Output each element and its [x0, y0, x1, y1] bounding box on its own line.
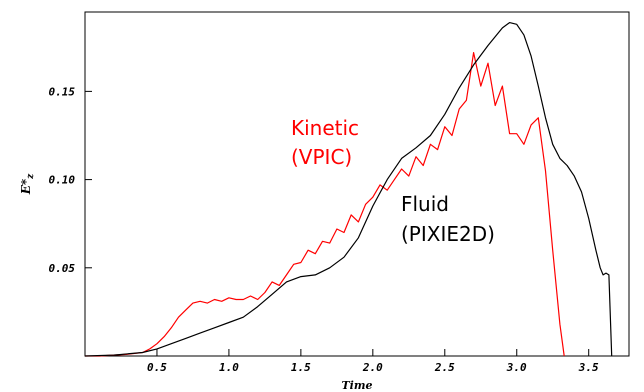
y-axis-title-sub: z	[26, 173, 36, 180]
x-tick-label: 3.0	[506, 361, 527, 374]
fluid-label: Fluid	[401, 192, 449, 216]
x-tick-label: 1.5	[291, 361, 311, 374]
x-axis-title: Time	[341, 379, 372, 392]
plot-frame	[84, 11, 630, 357]
kinetic-series-line	[85, 51, 565, 357]
y-axis-title-main: E*	[19, 178, 33, 195]
x-tick-label: 2.0	[362, 361, 383, 374]
x-tick-label: 0.5	[147, 361, 167, 374]
y-tick-label: 0.15	[49, 85, 76, 98]
kinetic-label: Kinetic	[291, 116, 359, 140]
fluid-series-line	[84, 22, 613, 357]
x-tick-label: 2.5	[434, 361, 455, 374]
y-tick-label: 0.10	[49, 174, 76, 187]
fluid-sublabel: (PIXIE2D)	[401, 222, 495, 246]
svg-text:E*z: E*z	[19, 173, 36, 195]
kinetic-sublabel: (VPIC)	[291, 145, 352, 169]
y-tick-label: 0.05	[49, 262, 76, 275]
x-tick-label: 1.0	[219, 361, 239, 374]
y-axis-title: E*z	[19, 173, 36, 195]
x-tick-label: 3.5	[578, 361, 599, 374]
